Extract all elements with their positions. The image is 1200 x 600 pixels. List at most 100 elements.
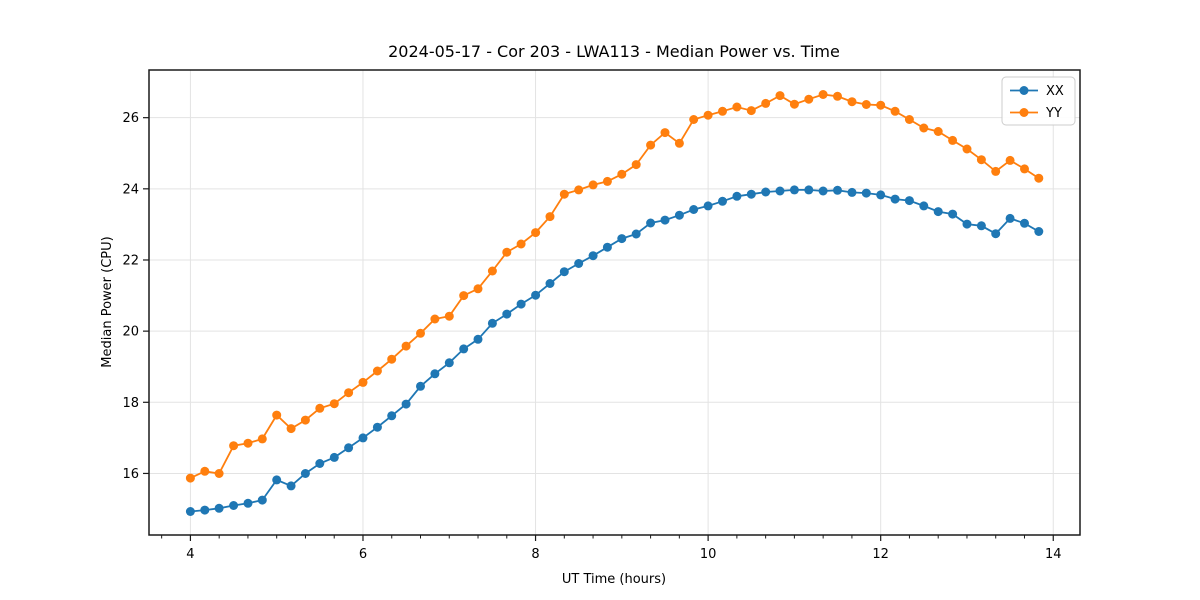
data-point-yy: [272, 410, 282, 420]
data-point-xx: [890, 194, 900, 204]
data-point-yy: [660, 128, 670, 138]
data-point-yy: [531, 228, 541, 238]
axes-layer: 4 6 8 10 12 14 16 18 20 22 24 26: [122, 69, 1081, 562]
data-point-xx: [631, 229, 641, 239]
y-tick-label: 24: [122, 182, 139, 197]
data-point-xx: [502, 309, 512, 319]
data-point-yy: [1005, 155, 1015, 165]
data-point-xx: [344, 443, 354, 453]
data-point-yy: [904, 115, 914, 124]
data-point-xx: [919, 201, 929, 211]
legend-item-label-xx: XX: [1046, 84, 1064, 99]
series-line-yy: [190, 93, 1040, 479]
data-point-xx: [761, 187, 771, 197]
grid-layer: [149, 70, 1080, 535]
data-point-yy: [416, 328, 425, 338]
data-point-xx: [804, 185, 814, 195]
data-point-xx: [602, 242, 612, 252]
data-point-xx: [818, 186, 828, 196]
data-point-yy: [387, 354, 397, 364]
data-point-xx: [516, 299, 526, 309]
data-point-yy: [689, 115, 699, 124]
data-point-xx: [430, 369, 440, 379]
y-tick-label: 20: [122, 325, 139, 340]
x-tick-label: 14: [1045, 547, 1062, 562]
x-tick-label: 6: [359, 547, 367, 562]
data-point-yy: [257, 434, 267, 444]
data-point-xx: [1005, 213, 1015, 223]
data-point-xx: [214, 503, 224, 513]
data-point-yy: [876, 100, 886, 110]
y-axis-label: Median Power (CPU): [100, 236, 115, 367]
data-point-xx: [416, 381, 425, 391]
data-point-yy: [358, 377, 368, 387]
series-layer: [185, 90, 1044, 516]
data-point-xx: [401, 399, 411, 409]
data-point-xx: [257, 495, 267, 505]
data-point-xx: [703, 201, 713, 211]
data-point-xx: [545, 279, 555, 288]
data-point-xx: [689, 205, 699, 214]
data-point-yy: [344, 388, 354, 398]
data-point-yy: [214, 469, 224, 478]
chart-title: 2024-05-17 - Cor 203 - LWA113 - Median P…: [388, 42, 840, 61]
y-tick-label: 22: [122, 253, 139, 268]
x-axis-label: UT Time (hours): [562, 572, 666, 587]
data-point-yy: [674, 138, 684, 148]
data-point-xx: [789, 185, 799, 195]
data-point-xx: [718, 196, 727, 206]
data-point-yy: [933, 127, 943, 136]
data-point-yy: [746, 106, 756, 116]
data-point-yy: [401, 341, 411, 351]
legend: XX YY: [1001, 76, 1076, 126]
data-point-xx: [574, 259, 584, 268]
legend-box: [1001, 76, 1076, 126]
data-point-yy: [200, 466, 210, 476]
data-point-yy: [775, 91, 785, 101]
data-point-xx: [833, 185, 842, 195]
data-point-yy: [516, 239, 526, 249]
y-tick-label: 18: [122, 396, 139, 411]
data-point-yy: [229, 441, 239, 451]
data-point-yy: [545, 212, 555, 222]
data-point-xx: [473, 334, 483, 344]
data-point-xx: [660, 215, 670, 225]
data-point-yy: [329, 399, 339, 409]
x-tick-label: 4: [186, 547, 194, 562]
data-point-yy: [718, 106, 727, 116]
data-point-yy: [804, 94, 814, 104]
data-point-xx: [444, 358, 454, 368]
data-point-xx: [372, 422, 382, 432]
data-point-xx: [185, 507, 195, 516]
data-point-yy: [243, 438, 253, 448]
data-point-yy: [818, 90, 828, 99]
data-point-yy: [976, 155, 986, 165]
data-point-xx: [272, 475, 282, 485]
data-point-xx: [962, 219, 972, 229]
data-point-yy: [459, 291, 469, 301]
data-point-xx: [1020, 218, 1029, 228]
data-point-yy: [1034, 173, 1044, 183]
data-point-xx: [904, 196, 914, 206]
data-point-yy: [502, 247, 512, 257]
data-point-xx: [559, 267, 569, 277]
data-point-yy: [372, 366, 382, 376]
plot-border: [148, 69, 1081, 536]
data-point-xx: [243, 498, 253, 508]
data-point-xx: [646, 218, 656, 228]
x-tick-label: 12: [872, 547, 889, 562]
data-point-xx: [200, 505, 210, 515]
data-point-xx: [933, 207, 943, 217]
data-point-xx: [286, 481, 296, 491]
data-point-yy: [286, 424, 296, 434]
data-point-xx: [358, 433, 368, 443]
data-point-xx: [487, 318, 497, 328]
data-point-xx: [588, 251, 598, 261]
data-point-yy: [559, 189, 569, 199]
data-point-xx: [300, 469, 310, 478]
y-tick-label: 16: [122, 467, 139, 482]
x-tick-label: 8: [531, 547, 539, 562]
data-point-yy: [703, 110, 713, 120]
data-point-xx: [876, 190, 886, 200]
